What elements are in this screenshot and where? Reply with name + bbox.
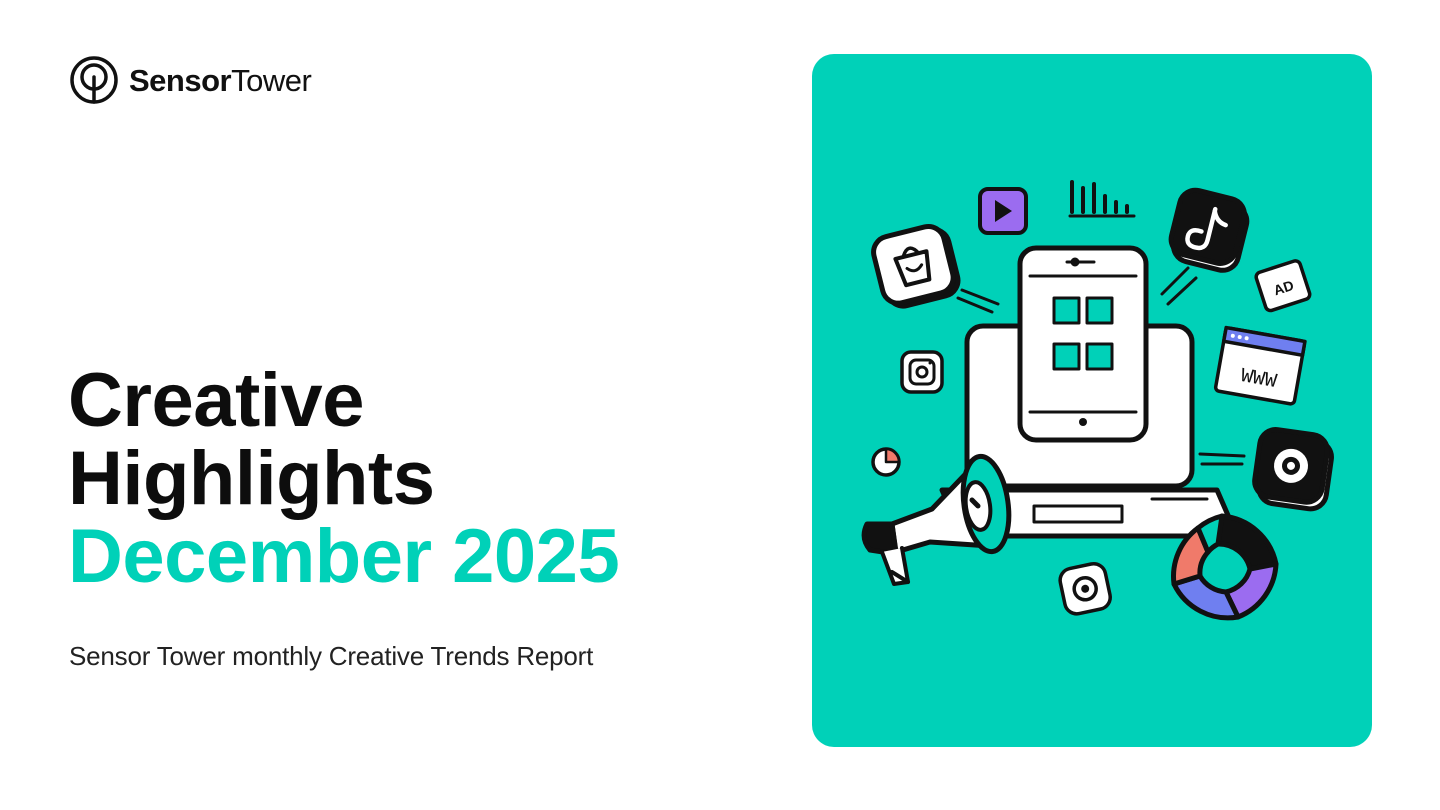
pie-chart-icon xyxy=(871,447,901,477)
camera-icon xyxy=(1252,427,1334,512)
ad-badge-label: AD xyxy=(1271,277,1295,298)
megaphone-icon xyxy=(861,453,1012,586)
motion-lines xyxy=(956,266,1246,466)
sensor-tower-logo-icon xyxy=(70,56,118,104)
play-icon xyxy=(978,187,1028,235)
title-line-highlights: Highlights xyxy=(68,436,435,521)
tiktok-icon xyxy=(1168,187,1250,273)
brand-name: SensorTower xyxy=(129,62,312,98)
bar-chart-icon xyxy=(1068,180,1136,218)
browser-www-icon xyxy=(1213,325,1307,406)
brand-name-regular: Tower xyxy=(231,62,312,98)
donut-chart-icon xyxy=(1171,513,1279,621)
report-subtitle: Sensor Tower monthly Creative Trends Rep… xyxy=(69,641,594,671)
sensor-tower-logo: SensorTower xyxy=(69,55,312,105)
title-line-creative: Creative xyxy=(68,358,364,443)
report-title: Creative Highlights December 2025 xyxy=(68,358,620,599)
hero-illustration: AD WWW xyxy=(861,180,1334,621)
hero-illustration-panel: AD WWW xyxy=(812,54,1372,747)
shopping-bag-icon xyxy=(871,224,961,309)
podcast-icon xyxy=(1058,561,1112,616)
instagram-icon xyxy=(900,350,944,394)
brand-name-bold: Sensor xyxy=(129,62,232,98)
ad-icon xyxy=(1254,259,1312,313)
smartphone-icon xyxy=(1017,245,1149,443)
title-line-date: December 2025 xyxy=(68,514,620,599)
